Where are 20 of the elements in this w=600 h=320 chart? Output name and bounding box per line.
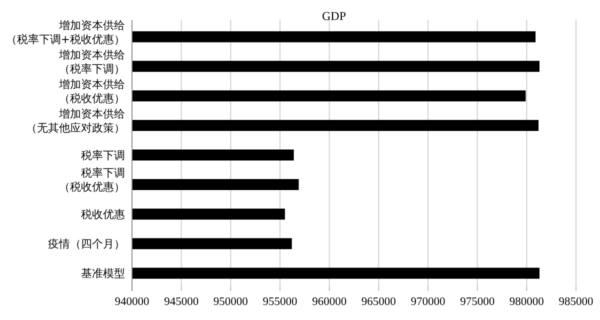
chart-title: GDP bbox=[322, 9, 346, 23]
y-tick-label: 增加资本供给（税率下调） bbox=[58, 48, 125, 76]
x-tick-label: 940000 bbox=[114, 296, 150, 308]
x-tick-label: 950000 bbox=[213, 296, 248, 308]
y-tick-label: 税率下调（税收优惠） bbox=[59, 166, 125, 194]
x-tick-label: 965000 bbox=[361, 296, 396, 308]
x-tick-label: 945000 bbox=[164, 296, 199, 308]
y-tick-label: 基准模型 bbox=[81, 267, 125, 280]
y-tick-label: 增加资本供给（税收优惠） bbox=[58, 78, 125, 105]
x-tick-label: 970000 bbox=[410, 296, 446, 308]
x-tick-label: 985000 bbox=[558, 296, 594, 308]
x-tick-label: 975000 bbox=[460, 296, 495, 308]
y-tick-label: 税收优惠 bbox=[81, 208, 125, 222]
y-tick-label: 疫情（四个月） bbox=[48, 238, 125, 251]
y-tick-label: 增加资本供给（税率下调+税收优惠） bbox=[6, 18, 125, 46]
x-tick-label: 980000 bbox=[509, 296, 544, 308]
y-tick-label: 增加资本供给（无其他应对政策） bbox=[26, 107, 125, 134]
y-tick-label: 税率下调 bbox=[81, 149, 125, 162]
x-tick-label: 960000 bbox=[312, 296, 347, 308]
x-tick-label: 955000 bbox=[262, 296, 298, 308]
